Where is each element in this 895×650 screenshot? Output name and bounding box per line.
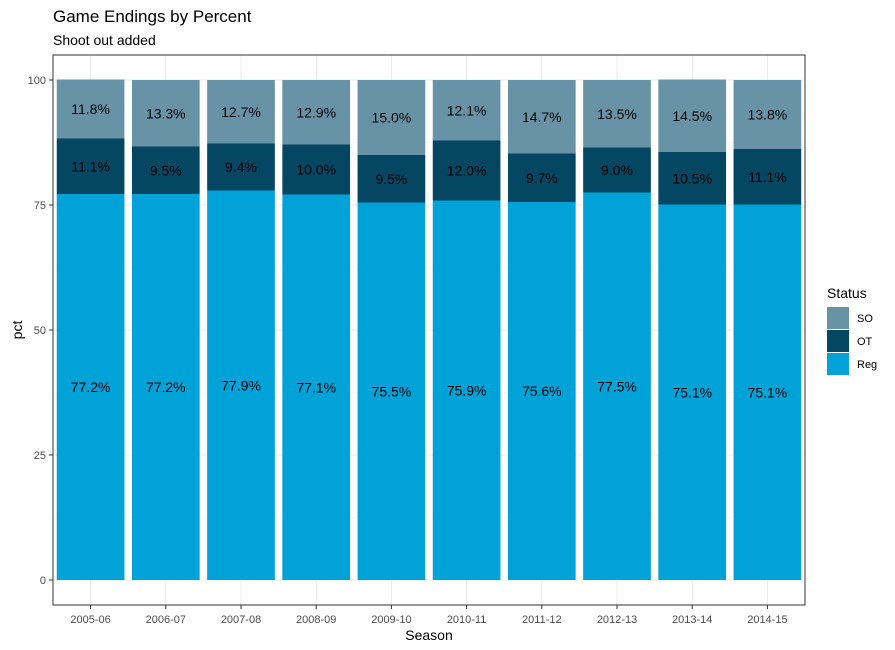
x-tick-label: 2011-12 [522,614,562,626]
data-label: 9.5% [375,171,407,187]
data-label: 12.7% [221,104,261,120]
data-label: 12.9% [296,104,336,120]
bar-reg [432,200,501,580]
y-tick-label: 25 [34,450,46,462]
data-label: 11.1% [748,169,787,185]
data-label: 13.8% [748,107,788,123]
data-label: 75.6% [522,383,562,399]
bar-reg [131,194,200,580]
bar-ot [432,140,501,201]
bar-reg [357,202,426,580]
data-label: 9.4% [225,159,257,175]
y-axis-title: pct [9,321,25,340]
data-label: 77.2% [71,379,111,395]
x-tick-label: 2008-09 [296,614,336,626]
legend-label-so: SO [857,313,873,325]
x-tick-label: 2012-13 [597,614,637,626]
bar-so [583,80,651,148]
bar-so [507,80,576,154]
data-label: 75.9% [447,382,487,398]
data-label: 11.1% [71,158,110,174]
bar-so [56,79,125,139]
legend-label-ot: OT [857,336,873,348]
data-label: 75.1% [748,384,788,400]
bar-ot [282,144,351,195]
data-label: 11.8% [71,101,110,117]
y-tick-label: 0 [40,575,46,587]
data-label: 9.5% [150,162,182,178]
data-label: 77.9% [221,377,261,393]
bar-ot [131,146,200,194]
data-label: 75.1% [672,384,712,400]
bar-so [357,80,426,155]
legend-key-ot [827,330,849,352]
legend-label-reg: Reg [857,359,877,371]
data-labels: 77.2% 11.1% 11.8% 77.2% 9.5% 13.3% 77.9% 9.4% 12… [71,101,788,400]
data-label: 9.7% [526,170,558,186]
legend: Status SO OT Reg [827,285,877,375]
bar-reg [733,204,802,580]
y-axis: 0 25 50 75 100 [28,75,53,587]
x-tick-label: 2006-07 [146,614,186,626]
legend-title: Status [827,285,867,301]
bar-reg [583,192,651,580]
bar-reg [658,204,727,580]
y-tick-label: 75 [34,200,46,212]
x-tick-label: 2005-06 [70,614,110,626]
data-label: 12.1% [447,102,487,118]
bar-ot [733,149,802,205]
bar-reg [56,194,125,580]
bar-so [131,80,200,147]
legend-key-reg [827,353,849,375]
bar-ot [357,155,426,203]
data-label: 13.5% [597,106,637,122]
bar-so [432,80,501,141]
data-label: 75.5% [372,383,412,399]
data-label: 14.7% [522,109,562,125]
y-tick-label: 100 [28,75,46,87]
data-label: 12.0% [447,163,487,179]
bars [56,79,802,580]
x-tick-label: 2007-08 [221,614,261,626]
bar-ot [658,152,727,205]
x-tick-label: 2010-11 [447,614,487,626]
bar-so [658,79,727,152]
bar-reg [282,194,351,580]
bar-reg [507,202,576,580]
x-tick-label: 2014-15 [747,614,787,626]
data-label: 10.0% [296,162,336,178]
bar-reg [207,190,275,580]
bar-ot [507,153,576,202]
data-label: 77.5% [597,378,637,394]
data-label: 77.1% [296,379,336,395]
data-label: 77.2% [146,379,186,395]
bar-ot [583,147,651,193]
y-tick-label: 50 [34,325,46,337]
bar-so [207,80,275,144]
x-tick-label: 2013-14 [672,614,712,626]
legend-key-so [827,307,849,329]
data-label: 9.0% [601,162,633,178]
bar-ot [207,143,275,191]
x-tick-label: 2009-10 [371,614,411,626]
x-axis-title: Season [405,627,452,643]
data-label: 15.0% [372,110,412,126]
chart-title: Game Endings by Percent [53,7,252,26]
data-label: 13.3% [146,105,186,121]
data-label: 10.5% [672,170,712,186]
chart-subtitle: Shoot out added [53,32,156,48]
data-label: 14.5% [672,108,712,124]
x-axis: 2005-06 2006-07 2007-08 2008-09 2009-10 2010-… [70,605,788,626]
bar-so [733,80,802,149]
bar-ot [56,138,125,194]
bar-so [282,80,351,145]
